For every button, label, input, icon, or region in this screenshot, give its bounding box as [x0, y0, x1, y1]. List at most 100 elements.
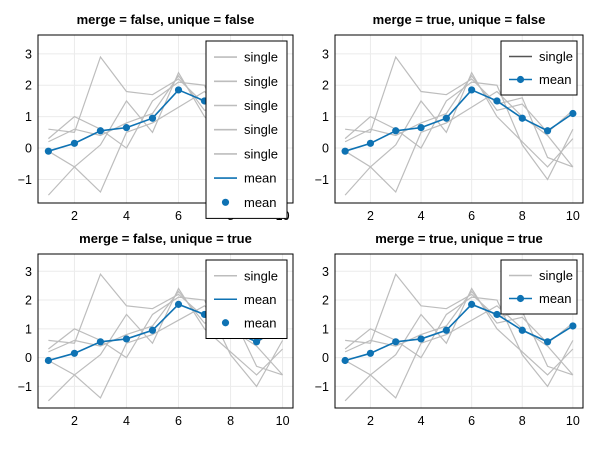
legend-label: single — [539, 49, 573, 64]
y-tick-label: 1 — [25, 322, 32, 336]
y-tick-label: 2 — [25, 79, 32, 93]
mean-series-line — [344, 88, 574, 152]
x-tick-label: 10 — [276, 414, 290, 428]
x-tick-label: 10 — [566, 209, 580, 223]
mean-point — [543, 127, 552, 135]
legend-label: mean — [539, 291, 572, 306]
mean-point — [96, 338, 105, 346]
mean-point — [122, 335, 131, 343]
plot-area — [341, 55, 577, 196]
mean-point — [148, 326, 157, 334]
mean-point — [417, 335, 425, 343]
single-series-line — [47, 287, 284, 402]
legend-marker-swatch — [221, 198, 230, 206]
legend-marker-swatch — [516, 294, 525, 303]
mean-point — [341, 356, 349, 365]
legend: single single single single single mean mean — [205, 40, 288, 219]
legend-box — [500, 259, 578, 315]
plot-area — [341, 272, 577, 402]
plot-frame — [37, 34, 294, 204]
panel-title: merge = true, unique = true — [375, 231, 543, 246]
mean-point — [417, 124, 425, 132]
plot-frame — [334, 34, 584, 204]
chart-panel-1: merge = false, unique = false246810−1012… — [18, 12, 294, 223]
mean-point — [468, 300, 476, 308]
x-tick-label: 2 — [367, 414, 374, 428]
mean-point — [44, 147, 53, 155]
y-tick-label: −1 — [18, 380, 32, 394]
legend-label: mean — [244, 171, 277, 186]
x-tick-label: 4 — [418, 414, 425, 428]
legend-label: mean — [244, 292, 277, 307]
x-tick-label: 4 — [418, 209, 425, 223]
x-tick-label: 8 — [519, 209, 526, 223]
mean-point — [252, 338, 261, 346]
x-tick-label: 4 — [123, 209, 130, 223]
y-tick-label: 0 — [322, 142, 329, 156]
single-series-line — [48, 296, 284, 388]
single-series-line — [344, 287, 574, 402]
mean-point — [44, 356, 53, 365]
mean-point — [148, 114, 157, 122]
y-tick-label: −1 — [18, 173, 32, 187]
panel-title: merge = false, unique = false — [77, 12, 255, 27]
mean-point — [392, 338, 400, 346]
x-tick-label: 6 — [468, 209, 475, 223]
y-tick-label: 1 — [25, 110, 32, 124]
legend: single mean — [500, 40, 578, 96]
x-tick-label: 8 — [519, 414, 526, 428]
chart-panel-3: merge = false, unique = true 2 4 6 8 10 −1 0 1 2 3… — [18, 231, 294, 428]
mean-point — [174, 300, 183, 308]
mean-point — [392, 127, 400, 135]
mean-series-line — [344, 303, 574, 362]
x-tick-label: 4 — [123, 414, 130, 428]
mean-point — [122, 124, 131, 132]
mean-point — [569, 109, 577, 118]
y-tick-label: 3 — [322, 265, 329, 279]
panel-title: merge = true, unique = false — [373, 12, 546, 27]
chart-panel-2: merge = true, unique = false 2 4 6 8 10 −1 0 1 2 3… — [315, 12, 584, 223]
single-series-line — [345, 272, 574, 376]
mean-point — [366, 139, 375, 147]
plot-frame — [37, 253, 294, 409]
mean-point — [493, 310, 501, 319]
x-tick-label: 2 — [71, 414, 78, 428]
legend-label: single — [539, 268, 573, 283]
x-tick-label: 2 — [71, 209, 78, 223]
legend-label: mean — [539, 72, 572, 87]
x-tick-label: 6 — [175, 209, 182, 223]
legend-label: single — [244, 268, 278, 283]
legend-label: single — [244, 122, 278, 137]
y-tick-label: 0 — [25, 142, 32, 156]
single-series-line — [344, 290, 574, 353]
y-tick-label: 1 — [322, 110, 329, 124]
legend-label: single — [244, 50, 278, 65]
legend: single mean — [500, 259, 578, 315]
panel-title: merge = false, unique = true — [79, 231, 252, 246]
mean-point — [174, 86, 183, 94]
x-tick-label: 6 — [468, 414, 475, 428]
mean-point — [493, 97, 501, 105]
legend-marker-swatch — [221, 319, 230, 327]
y-tick-label: 2 — [322, 79, 329, 93]
y-tick-label: 0 — [322, 351, 329, 365]
single-series-line — [344, 296, 574, 388]
y-tick-label: 3 — [25, 265, 32, 279]
single-series-line — [344, 90, 574, 194]
mean-point — [96, 127, 105, 135]
legend-marker-swatch — [516, 75, 525, 84]
chart-panel-4: merge = true, unique = true 2 4 6 8 10 −1 0 1 2 3 s… — [315, 231, 584, 428]
mean-point — [341, 147, 349, 155]
legend-box — [500, 40, 578, 96]
single-series-line — [345, 55, 574, 168]
y-tick-label: 0 — [25, 351, 32, 365]
x-tick-label: 8 — [227, 414, 234, 428]
mean-point — [518, 326, 526, 334]
mean-point — [70, 349, 79, 357]
mean-point — [569, 322, 577, 330]
legend-label: single — [244, 146, 278, 161]
x-tick-label: 6 — [175, 414, 182, 428]
legend-label: single — [244, 98, 278, 113]
mean-point — [366, 349, 375, 357]
